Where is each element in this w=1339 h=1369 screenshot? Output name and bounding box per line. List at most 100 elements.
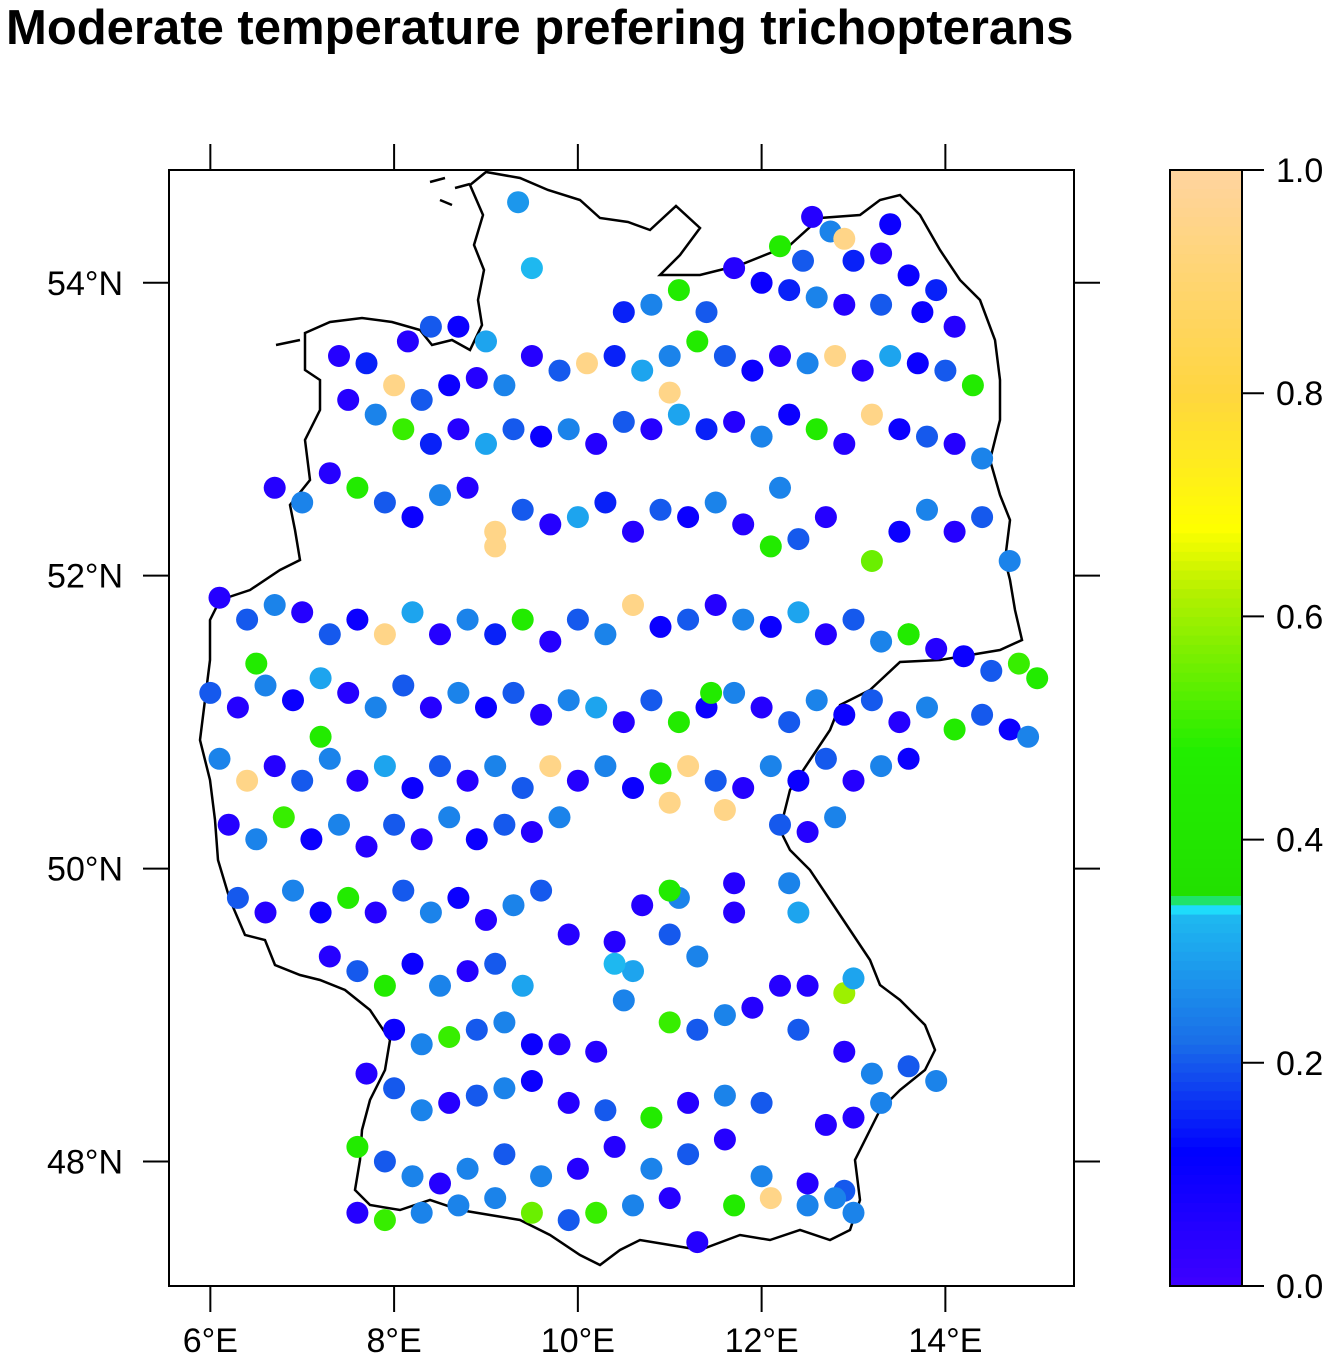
- colorbar-band: [1170, 988, 1242, 999]
- colorbar-band: [1170, 1146, 1242, 1157]
- data-point: [612, 711, 635, 734]
- data-point: [401, 1165, 424, 1188]
- data-point: [934, 359, 957, 382]
- data-point: [769, 235, 791, 258]
- colorbar-band: [1170, 1258, 1242, 1268]
- x-tick-label: 6°E: [183, 1322, 238, 1360]
- data-point: [456, 608, 479, 631]
- data-point: [943, 315, 966, 338]
- data-point: [787, 601, 810, 624]
- data-point: [438, 374, 461, 397]
- data-point: [805, 418, 828, 441]
- colorbar-band: [1170, 179, 1242, 190]
- data-point: [585, 1201, 608, 1224]
- data-point: [1017, 725, 1040, 748]
- data-point: [787, 528, 810, 551]
- data-point: [520, 1070, 543, 1092]
- data-point: [346, 960, 369, 983]
- data-point: [318, 623, 341, 646]
- data-point: [447, 886, 470, 909]
- data-point: [530, 1165, 553, 1188]
- data-point: [254, 901, 277, 924]
- data-point: [401, 506, 424, 529]
- colorbar-band: [1170, 848, 1242, 859]
- colorbar-band: [1170, 486, 1242, 497]
- colorbar-band: [1170, 923, 1242, 934]
- data-point: [778, 403, 801, 426]
- data-point: [475, 330, 497, 353]
- data-point: [245, 828, 268, 851]
- data-point: [842, 608, 865, 631]
- data-point: [805, 286, 828, 309]
- colorbar-band: [1170, 439, 1242, 450]
- colorbar-band: [1170, 1090, 1242, 1101]
- colorbar-band: [1170, 1109, 1242, 1120]
- data-point: [649, 615, 672, 638]
- colorbar-band: [1170, 253, 1242, 264]
- data-point: [971, 447, 994, 470]
- data-point: [897, 1055, 920, 1078]
- island-path: [439, 198, 453, 207]
- data-point: [475, 908, 497, 931]
- colorbar-band: [1170, 774, 1242, 785]
- data-point: [622, 960, 644, 983]
- data-point: [759, 1187, 782, 1210]
- data-point: [282, 879, 304, 902]
- colorbar-band: [1170, 1230, 1242, 1241]
- colorbar-band: [1170, 197, 1242, 208]
- data-point: [410, 388, 433, 411]
- data-point: [438, 1026, 461, 1048]
- data-point: [438, 806, 461, 829]
- colorbar-band: [1170, 328, 1242, 338]
- data-point: [548, 806, 571, 829]
- data-point: [842, 1201, 865, 1224]
- data-point: [925, 637, 948, 660]
- colorbar-band: [1170, 1044, 1242, 1055]
- data-point: [475, 696, 497, 719]
- data-point: [833, 703, 856, 726]
- data-point: [658, 791, 681, 814]
- colorbar-frame: [1169, 169, 1243, 1287]
- data-point: [484, 755, 507, 778]
- data-point: [750, 271, 773, 294]
- data-point: [585, 696, 608, 719]
- data-point: [723, 257, 746, 280]
- data-point: [520, 1033, 543, 1056]
- data-point: [493, 1143, 516, 1166]
- colorbar-band: [1170, 709, 1242, 720]
- data-point: [337, 886, 360, 909]
- colorbar-band: [1170, 625, 1242, 636]
- data-point: [520, 345, 543, 367]
- data-point: [750, 425, 773, 448]
- colorbar-band: [1170, 467, 1242, 478]
- data-point: [447, 681, 470, 704]
- data-point: [410, 1201, 433, 1224]
- data-point: [383, 1018, 406, 1041]
- data-point: [539, 513, 562, 536]
- data-point: [792, 249, 814, 272]
- data-point: [658, 381, 681, 404]
- colorbar-band: [1170, 318, 1242, 329]
- colorbar-band: [1170, 662, 1242, 673]
- data-point: [438, 1091, 461, 1114]
- data-point: [520, 821, 543, 843]
- colorbar-band: [1170, 886, 1242, 896]
- data-point: [566, 1157, 589, 1180]
- data-point: [860, 1062, 883, 1085]
- colorbar-band: [1170, 979, 1242, 989]
- data-point: [511, 608, 534, 631]
- data-point: [493, 1011, 516, 1034]
- colorbar-band: [1170, 895, 1242, 906]
- data-point: [916, 696, 938, 719]
- data-point: [346, 1135, 369, 1158]
- x-tick-label: 14°E: [908, 1322, 982, 1360]
- data-point: [226, 886, 249, 909]
- data-point: [401, 601, 424, 624]
- colorbar-band: [1170, 960, 1242, 971]
- colorbar-band: [1170, 616, 1242, 627]
- data-point: [318, 945, 341, 968]
- data-point: [732, 608, 755, 631]
- data-point: [576, 352, 598, 375]
- data-point: [566, 506, 589, 529]
- data-point: [603, 1135, 626, 1158]
